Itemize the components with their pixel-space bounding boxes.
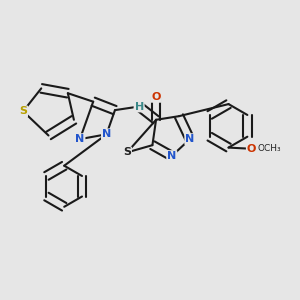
Text: OCH₃: OCH₃ bbox=[257, 144, 281, 153]
Text: S: S bbox=[123, 147, 131, 158]
Text: O: O bbox=[247, 144, 256, 154]
Text: N: N bbox=[185, 134, 194, 144]
Text: O: O bbox=[152, 92, 161, 102]
Text: N: N bbox=[102, 129, 111, 139]
Text: N: N bbox=[167, 151, 176, 161]
Text: N: N bbox=[75, 134, 85, 144]
Text: H: H bbox=[134, 101, 144, 112]
Text: S: S bbox=[19, 106, 27, 116]
